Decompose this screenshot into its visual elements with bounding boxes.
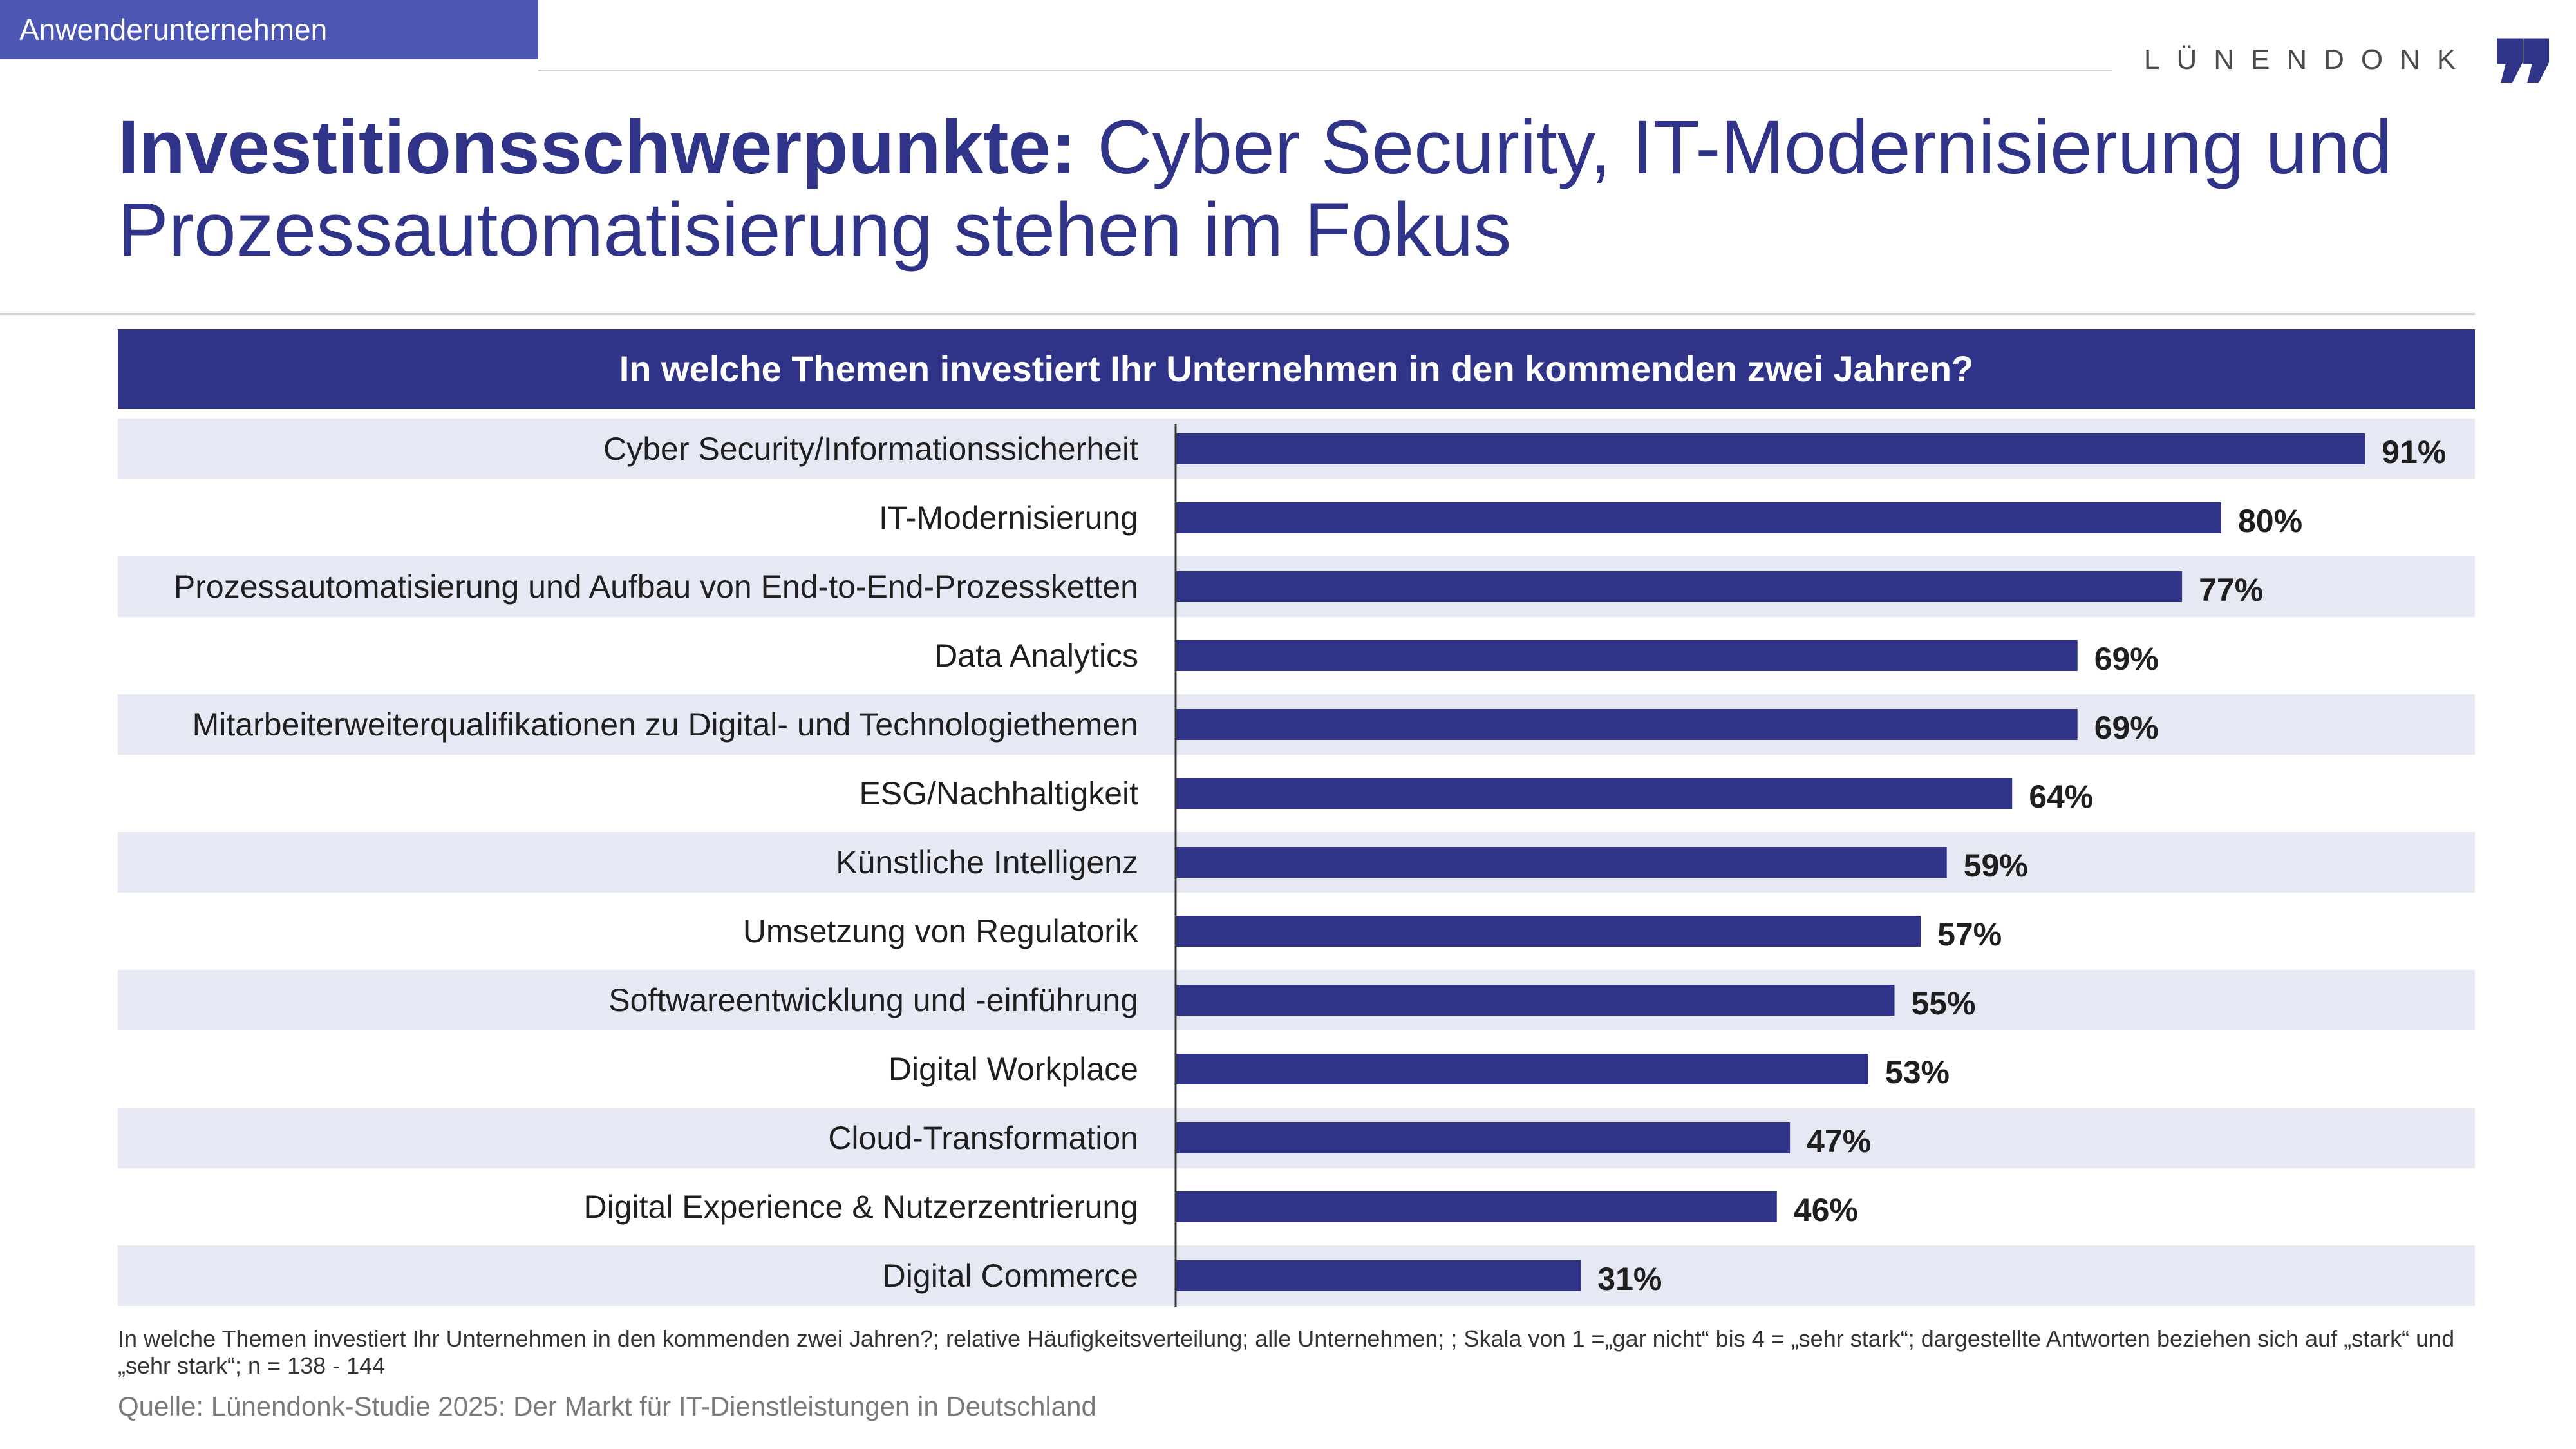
title-bold: Investitionsschwerpunkte: — [118, 105, 1076, 190]
category-label: Softwareentwicklung und -einführung — [608, 982, 1138, 1018]
bar — [1176, 985, 1895, 1016]
category-label: Data Analytics — [934, 638, 1138, 674]
header-divider — [538, 70, 2112, 71]
bar — [1176, 847, 1947, 878]
category-label: Digital Commerce — [883, 1258, 1138, 1294]
bar — [1176, 778, 2013, 809]
category-label: Mitarbeiterweiterqualifikationen zu Digi… — [193, 706, 1138, 743]
category-label: Digital Experience & Nutzerzentrierung — [583, 1189, 1138, 1225]
category-label: Cyber Security/Informationssicherheit — [603, 431, 1138, 467]
category-label: Umsetzung von Regulatorik — [743, 913, 1139, 949]
title-rest: Cyber Security, IT-Modernisierung und Pr… — [118, 105, 2393, 272]
category-label: IT-Modernisierung — [879, 500, 1138, 536]
bar — [1176, 1054, 1868, 1084]
category-label: Cloud-Transformation — [828, 1120, 1138, 1156]
value-label: 55% — [1912, 985, 1976, 1021]
bar — [1176, 433, 2365, 464]
value-label: 46% — [1794, 1192, 1858, 1228]
value-label: 80% — [2238, 503, 2302, 539]
footnote: In welche Themen investiert Ihr Unterneh… — [118, 1325, 2455, 1379]
value-label: 53% — [1885, 1054, 1950, 1090]
brand-quote-icon: ❞ — [2492, 15, 2558, 158]
bar — [1176, 916, 1921, 947]
bar — [1176, 571, 2183, 602]
page-title: Investitionsschwerpunkte: Cyber Security… — [118, 106, 2436, 271]
category-label: Künstliche Intelligenz — [836, 844, 1138, 880]
bar — [1176, 1191, 1777, 1222]
source-note: Quelle: Lünendonk-Studie 2025: Der Markt… — [118, 1391, 1096, 1421]
bar — [1176, 709, 2078, 740]
value-label: 31% — [1597, 1261, 1662, 1297]
value-label: 47% — [1807, 1123, 1871, 1159]
value-label: 59% — [1964, 848, 2028, 884]
value-label: 77% — [2199, 572, 2263, 608]
chart-question-banner: In welche Themen investiert Ihr Unterneh… — [118, 329, 2475, 409]
bar — [1176, 1260, 1581, 1291]
bar — [1176, 502, 2221, 533]
category-label: ESG/Nachhaltigkeit — [859, 775, 1138, 811]
category-label: Prozessautomatisierung und Aufbau von En… — [174, 569, 1138, 605]
value-label: 91% — [2382, 434, 2446, 470]
title-divider — [0, 313, 2475, 315]
bar — [1176, 1122, 1791, 1153]
brand-logo-text: LÜNENDONK — [2144, 44, 2473, 75]
value-label: 64% — [2029, 779, 2093, 815]
bar-chart: Cyber Security/Informationssicherheit 91%… — [118, 419, 2475, 1307]
segment-tag: Anwenderunternehmen — [0, 0, 538, 59]
value-label: 57% — [1937, 916, 2002, 952]
category-label: Digital Workplace — [888, 1051, 1138, 1087]
value-label: 69% — [2094, 641, 2159, 677]
value-label: 69% — [2094, 710, 2159, 746]
bar — [1176, 640, 2078, 671]
